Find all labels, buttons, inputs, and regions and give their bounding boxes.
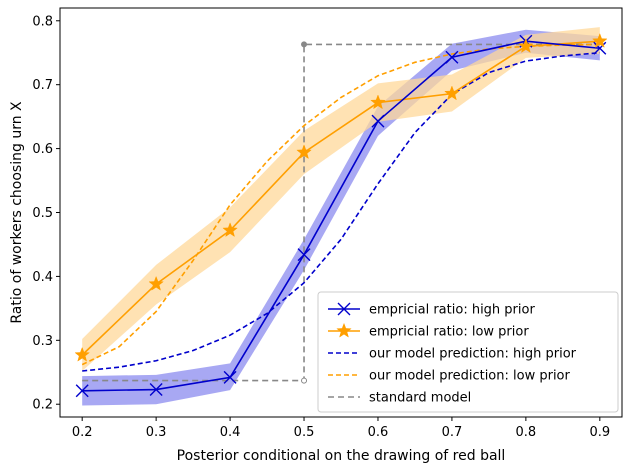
empricial-ratio-low-prior-point xyxy=(592,33,608,48)
empricial-ratio-low-prior-point xyxy=(444,85,460,101)
legend-marker xyxy=(337,302,351,316)
x-tick-label: 0.4 xyxy=(220,425,241,440)
empricial-ratio-high-prior-point xyxy=(297,248,311,262)
y-tick-label: 0.4 xyxy=(32,270,53,285)
y-tick-label: 0.7 xyxy=(32,78,53,93)
y-axis-label: Ratio of workers choosing urn X xyxy=(9,101,25,324)
legend: empricial ratio: high prior empricial rat… xyxy=(317,291,619,413)
empricial-ratio-high-prior-point xyxy=(75,384,89,398)
standard-model-point xyxy=(301,41,308,48)
our-model-prediction-high-prior-line xyxy=(82,51,600,372)
legend-label: empricial ratio: low prior xyxy=(369,325,529,340)
legend-label: our model prediction: low prior xyxy=(369,369,571,384)
x-tick-label: 0.6 xyxy=(368,425,389,440)
x-tick-label: 0.5 xyxy=(294,425,315,440)
x-tick-label: 0.8 xyxy=(516,425,537,440)
series-markers xyxy=(74,33,608,398)
empricial-ratio-low-prior-point xyxy=(518,38,534,53)
x-axis-ticks: 0.2 0.3 0.4 0.5 0.6 0.7 0.8 0.9 xyxy=(72,417,610,440)
legend-label: empricial ratio: high prior xyxy=(369,303,535,318)
x-tick-label: 0.9 xyxy=(589,425,610,440)
legend-box xyxy=(317,291,619,413)
y-tick-label: 0.5 xyxy=(32,206,53,221)
empricial-ratio-low-prior-point xyxy=(296,144,312,160)
y-tick-label: 0.8 xyxy=(32,14,53,29)
empricial-ratio-high-prior-point xyxy=(371,114,385,128)
legend-marker xyxy=(336,322,352,338)
empricial-ratio-low-prior-point xyxy=(222,222,238,238)
y-tick-label: 0.2 xyxy=(32,398,53,413)
empricial-ratio-high-prior-point xyxy=(223,370,237,384)
y-tick-label: 0.6 xyxy=(32,142,53,157)
standard-model-line xyxy=(82,43,600,382)
legend-label: our model prediction: high prior xyxy=(369,347,577,362)
y-tick-label: 0.3 xyxy=(32,334,53,349)
empricial-ratio-high-prior-point xyxy=(445,50,459,64)
x-tick-label: 0.2 xyxy=(72,425,93,440)
series-lines xyxy=(81,40,600,392)
our-model-prediction-low-prior-line xyxy=(81,43,600,366)
empricial-ratio-low-prior-point xyxy=(74,346,90,362)
empricial-ratio-low-prior-point xyxy=(370,94,386,110)
legend-label: standard model xyxy=(369,391,471,406)
empricial-ratio-low-prior-line xyxy=(81,40,600,356)
x-tick-label: 0.7 xyxy=(442,425,463,440)
y-axis-ticks: 0.2 0.3 0.4 0.5 0.6 0.7 0.8 xyxy=(32,14,60,413)
empricial-ratio-low-prior-point xyxy=(148,275,164,291)
x-axis-label: Posterior conditional on the drawing of … xyxy=(177,448,506,464)
standard-model-point xyxy=(301,377,308,384)
empricial-ratio-high-prior-point xyxy=(593,41,607,55)
x-tick-label: 0.3 xyxy=(146,425,167,440)
empricial-ratio-high-prior-line xyxy=(82,40,600,392)
empricial-ratio-high-prior-point xyxy=(149,383,163,397)
